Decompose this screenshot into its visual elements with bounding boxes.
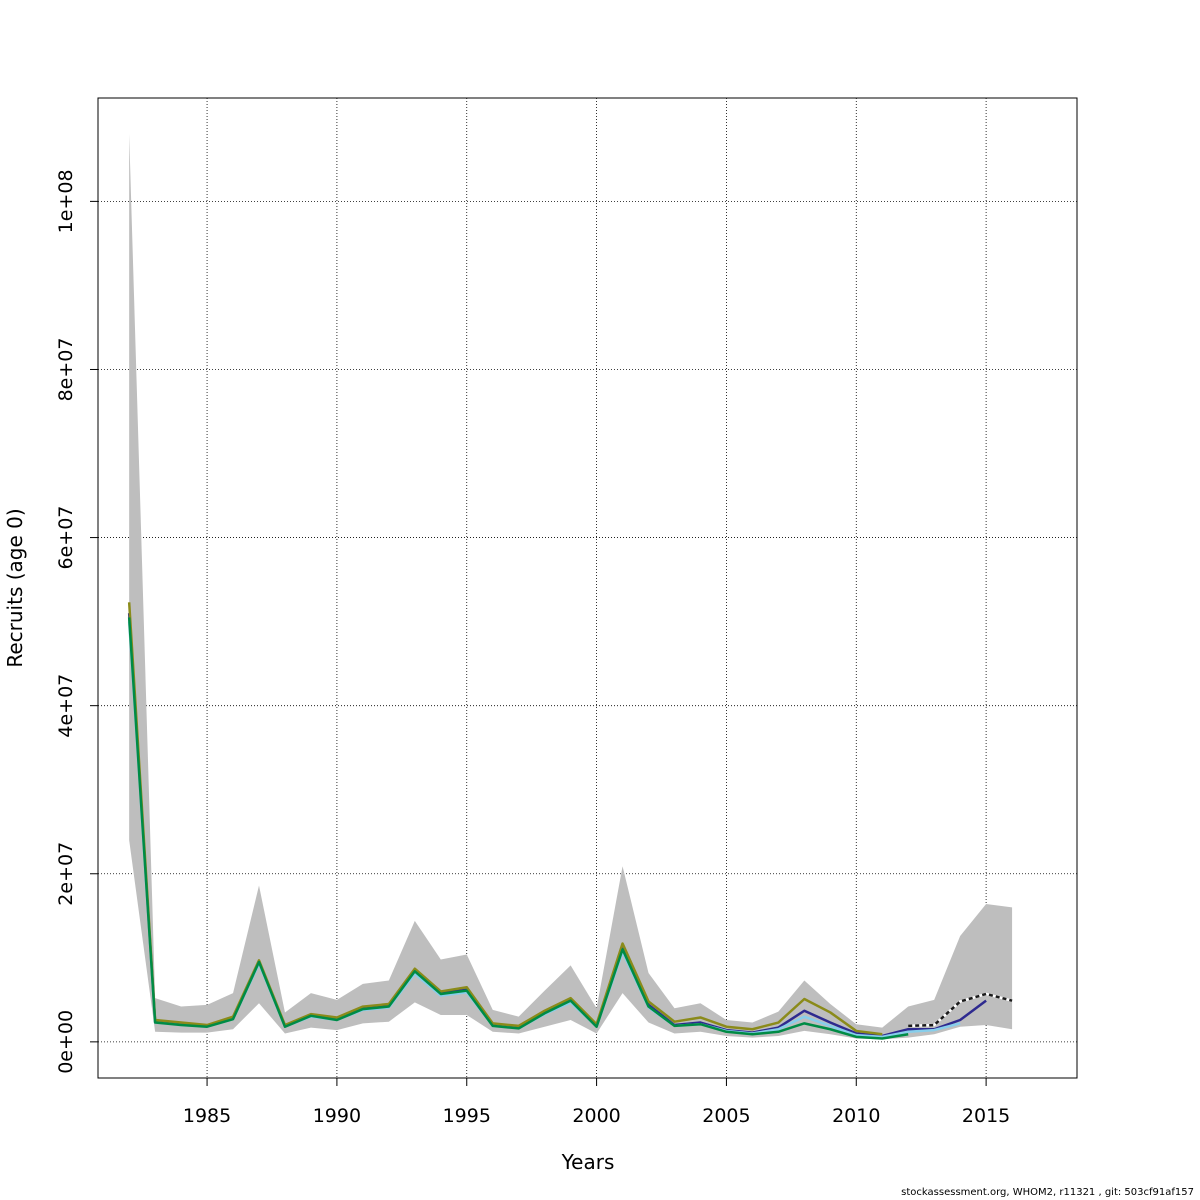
y-tick-label: 6e+07	[55, 506, 77, 570]
grid-lines	[98, 98, 1077, 1078]
y-tick-label: 8e+07	[55, 338, 77, 402]
series-line-4	[908, 992, 1013, 1028]
confidence-band	[129, 134, 1013, 1040]
y-tick-label: 0e+00	[55, 1010, 77, 1074]
y-axis: 0e+00 2e+07 4e+07 6e+07 8e+07 1e+08	[55, 169, 98, 1074]
x-tick-label: 1995	[443, 1105, 491, 1127]
y-tick-label: 2e+07	[55, 842, 77, 906]
x-tick-label: 2000	[572, 1105, 620, 1127]
footer-credit: stockassessment.org, WHOM2, r11321 , git…	[901, 1187, 1194, 1198]
x-tick-label: 2005	[702, 1105, 750, 1127]
y-tick-label: 1e+08	[55, 169, 77, 233]
x-tick-label: 2010	[832, 1105, 880, 1127]
y-axis-title: Recruits (age 0)	[3, 508, 27, 667]
x-axis: 1985 1990 1995 2000 2005 2010 2015	[183, 1078, 1010, 1127]
x-tick-label: 1990	[313, 1105, 361, 1127]
x-tick-label: 2015	[962, 1105, 1010, 1127]
y-tick-label: 4e+07	[55, 674, 77, 738]
confidence-band-area	[129, 134, 1013, 1040]
plot-frame	[97, 97, 1078, 1079]
x-axis-title: Years	[561, 1150, 615, 1174]
series-lines	[127, 602, 1013, 1040]
series-line-3	[127, 617, 909, 1040]
x-tick-label: 1985	[183, 1105, 231, 1127]
